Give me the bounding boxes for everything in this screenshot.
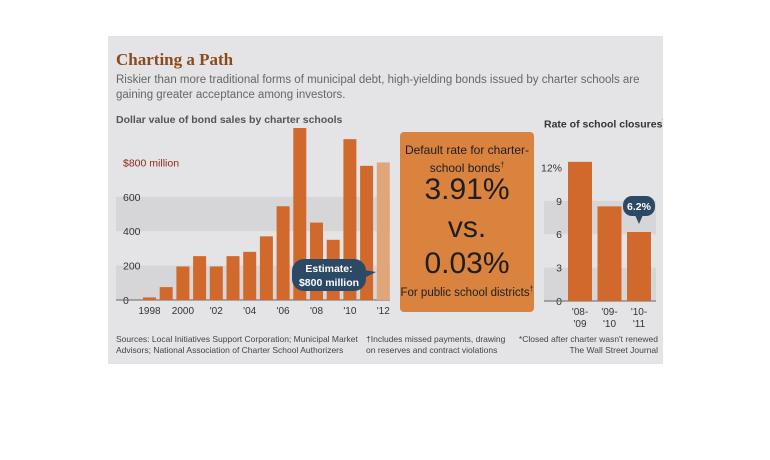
closure-y-tick: 6 bbox=[556, 229, 562, 241]
bond-x-tick: 1998 bbox=[138, 306, 161, 317]
closure-bar bbox=[568, 161, 592, 301]
default-rate-label: Default rate for charter-school bonds† bbox=[404, 143, 530, 175]
bond-bar bbox=[226, 256, 240, 300]
bond-y-tick: 200 bbox=[123, 261, 141, 273]
closure-x-tick: '09 bbox=[573, 319, 586, 330]
closure-callout-label: 6.2% bbox=[627, 201, 652, 213]
bond-bar bbox=[209, 266, 223, 300]
closure-chart-title: Rate of school closures* bbox=[544, 118, 663, 131]
footnote-asterisk-text: *Closed after charter wasn't renewed bbox=[518, 334, 658, 344]
bond-x-tick: '12 bbox=[377, 306, 390, 317]
chart-panel: Charting a Path Riskier than more tradit… bbox=[108, 36, 663, 364]
bond-chart-title: Dollar value of bond sales by charter sc… bbox=[116, 114, 343, 126]
closure-bar bbox=[597, 206, 622, 301]
default-rate-box: Default rate for charter-school bonds† 3… bbox=[400, 132, 534, 312]
bond-bar bbox=[193, 256, 207, 300]
page-title: Charting a Path bbox=[116, 50, 234, 69]
estimate-callout-line2: $800 million bbox=[299, 277, 359, 289]
footnote-dagger: †Includes missed payments, drawing on re… bbox=[366, 334, 506, 355]
bond-y-tick: 0 bbox=[123, 295, 129, 307]
closure-y-tick: 9 bbox=[556, 196, 562, 208]
estimate-callout bbox=[292, 259, 366, 291]
charter-default-rate: 3.91% bbox=[424, 173, 510, 206]
bond-x-tick: 2000 bbox=[172, 306, 195, 317]
bond-bar bbox=[293, 128, 307, 300]
bond-y-tick: $800 million bbox=[123, 157, 179, 169]
footnote-asterisk: *Closed after charter wasn't renewed The… bbox=[518, 334, 658, 356]
sources-note: Sources: Local Initiatives Support Corpo… bbox=[116, 334, 358, 355]
bond-y-tick: 600 bbox=[123, 192, 141, 204]
closure-x-tick: '09- bbox=[601, 307, 617, 318]
closure-callout-pointer bbox=[635, 215, 643, 224]
closure-y-tick: 12% bbox=[541, 162, 562, 174]
bond-x-tick: '08 bbox=[310, 306, 323, 317]
bond-x-tick: '04 bbox=[243, 306, 256, 317]
bond-x-tick: '10 bbox=[343, 306, 356, 317]
charts-svg: 0 200 400 600 $800 million 1998 2000 '02 '04 '06 '… bbox=[116, 128, 656, 330]
bond-x-tick: '02 bbox=[210, 306, 223, 317]
estimate-callout-pointer bbox=[364, 270, 376, 278]
closure-y-tick: 0 bbox=[556, 296, 562, 308]
credit-line: The Wall Street Journal bbox=[569, 345, 659, 355]
page-subtitle: Riskier than more traditional forms of m… bbox=[116, 74, 640, 101]
bond-bar bbox=[143, 297, 156, 300]
bond-bar bbox=[259, 236, 273, 300]
bond-bar bbox=[276, 206, 290, 300]
closure-x-tick: '11 bbox=[633, 319, 646, 330]
bond-bar bbox=[159, 287, 173, 300]
bond-y-tick: 400 bbox=[123, 226, 141, 238]
bond-bar bbox=[243, 251, 257, 300]
estimate-callout-line1: Estimate: bbox=[305, 263, 352, 275]
bond-x-tick: '06 bbox=[277, 306, 290, 317]
public-default-label: For public school districts† bbox=[400, 286, 534, 299]
versus-text: vs. bbox=[447, 211, 487, 244]
closure-y-tick: 3 bbox=[556, 263, 562, 275]
closure-x-tick: '10 bbox=[603, 319, 616, 330]
bond-bar bbox=[176, 266, 190, 300]
bond-bar-estimate bbox=[376, 162, 390, 300]
closure-x-tick: '10- bbox=[631, 307, 647, 318]
closure-x-tick: '08- bbox=[572, 307, 588, 318]
closure-callout bbox=[623, 196, 655, 216]
closure-bar bbox=[627, 231, 651, 301]
public-default-rate: 0.03% bbox=[424, 247, 510, 280]
